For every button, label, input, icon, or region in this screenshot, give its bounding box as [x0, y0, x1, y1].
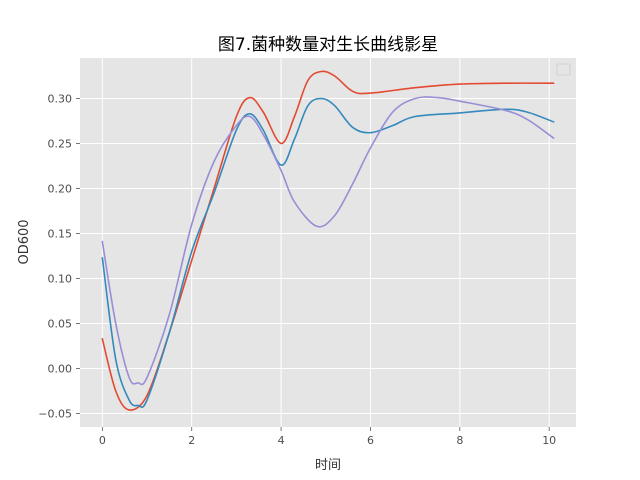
x-axis-label: 时间: [315, 458, 341, 473]
y-tick-label: 0.25: [48, 138, 73, 151]
x-tick-label: 2: [188, 434, 195, 447]
x-axis-ticks: 0 2 4 6 8 10: [99, 427, 556, 447]
y-tick-label: −0.05: [38, 408, 72, 421]
legend-box: [556, 63, 571, 76]
y-tick-label: 0.20: [48, 183, 73, 196]
series-lines: [101, 70, 555, 411]
series-line-2: [101, 97, 555, 409]
x-tick-label: 4: [278, 434, 285, 447]
y-tick-label: 0.10: [48, 273, 73, 286]
series-line-3: [101, 96, 555, 386]
y-tick-label: 0.00: [48, 363, 73, 376]
x-tick-label: 10: [542, 434, 556, 447]
x-tick-label: 0: [99, 434, 106, 447]
plot-background: [80, 58, 576, 427]
x-tick-label: 6: [367, 434, 374, 447]
y-tick-label: 0.15: [48, 228, 73, 241]
x-tick-label: 8: [456, 434, 463, 447]
y-tick-label: 0.30: [48, 93, 73, 106]
y-tick-label: 0.05: [48, 318, 73, 331]
y-axis-ticks: −0.05 0.00 0.05 0.10 0.15 0.20 0.25 0.30: [38, 93, 80, 421]
chart-title: 图7.菌种数量对生长曲线影星: [218, 35, 438, 55]
y-axis-label: OD600: [17, 219, 32, 264]
